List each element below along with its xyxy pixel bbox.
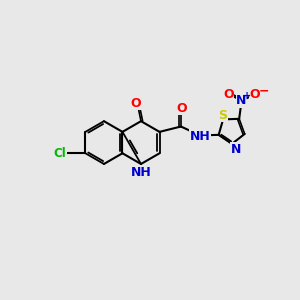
Text: O: O: [177, 102, 188, 115]
Text: N: N: [236, 94, 247, 107]
Text: S: S: [218, 109, 227, 122]
Text: −: −: [258, 85, 269, 98]
Text: NH: NH: [130, 167, 152, 179]
Text: +: +: [243, 91, 252, 100]
Text: Cl: Cl: [53, 147, 66, 160]
Text: NH: NH: [190, 130, 211, 142]
Text: O: O: [130, 97, 141, 110]
Text: O: O: [249, 88, 260, 101]
Text: N: N: [230, 143, 241, 156]
Text: O: O: [223, 88, 234, 101]
